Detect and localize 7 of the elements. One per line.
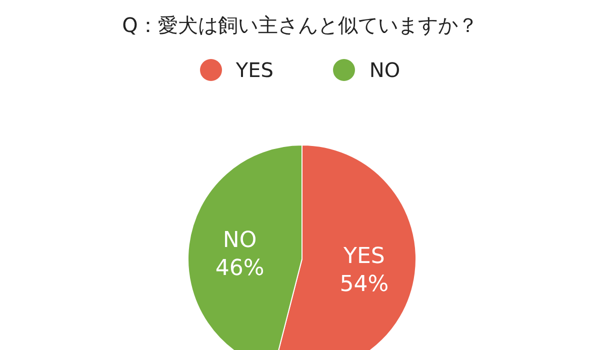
slice-label: NO [222, 228, 257, 254]
data-label: 46% [215, 256, 264, 282]
legend-label: YES [236, 58, 274, 82]
chart-title: Q：愛犬は飼い主さんと似ていますか？ [121, 12, 479, 39]
slice-label: YES [342, 244, 385, 269]
data-label: 54% [340, 272, 389, 297]
legend-label: NO [369, 58, 400, 82]
